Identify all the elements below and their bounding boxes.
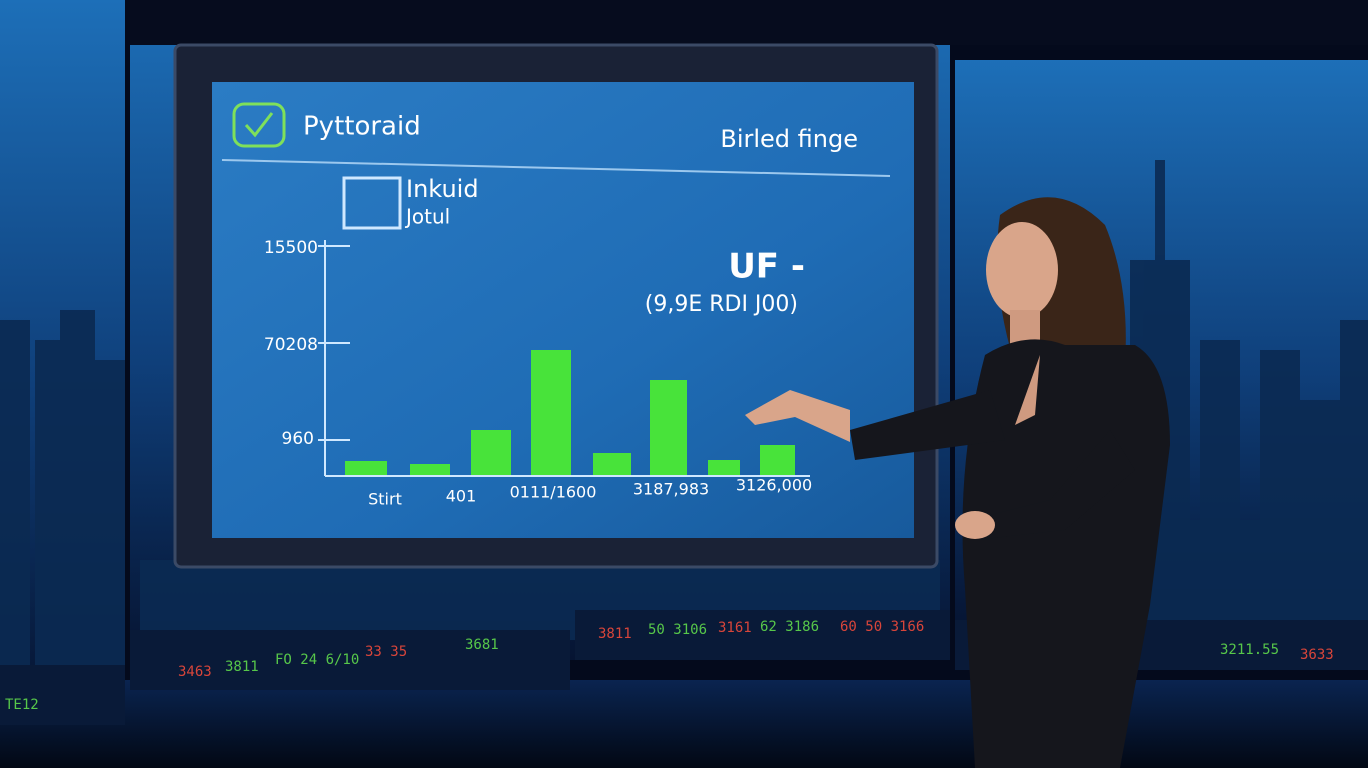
check-icon	[232, 102, 286, 148]
ticker-text: 3633	[1300, 647, 1334, 663]
ticker-text: 3681	[465, 637, 499, 653]
x-label: 3187,983	[633, 480, 709, 499]
note: (9,9E RDI J00)	[645, 292, 798, 317]
floor	[0, 680, 1368, 768]
ticker-text: 50 3106	[648, 622, 707, 638]
ticker-text: 3161	[718, 620, 752, 636]
ticker-text: 3811	[598, 626, 632, 642]
ceiling	[130, 0, 1368, 45]
check-mark	[244, 112, 274, 138]
ticker-text: 62 3186	[760, 619, 819, 635]
ticker-band	[130, 630, 570, 690]
headline: UF -	[728, 247, 805, 287]
panel-line: Jotul	[404, 205, 450, 229]
ticker-text: 3211.55	[1220, 642, 1279, 658]
ticker-band	[575, 610, 950, 660]
axis-label: 70208	[264, 335, 318, 355]
axes	[318, 240, 810, 477]
x-label: 401	[446, 487, 477, 506]
ticker-text: 3463	[178, 664, 212, 680]
bars	[345, 350, 795, 475]
ticker-text: 3811	[225, 659, 259, 675]
presenter	[745, 197, 1170, 768]
divider	[221, 159, 891, 177]
x-label: 3126,000	[736, 476, 812, 495]
panel-icon	[342, 176, 402, 230]
x-label: Stirt	[368, 490, 402, 509]
axis-label: 960	[282, 429, 314, 449]
ticker-text: 60 50 3166	[840, 619, 924, 635]
axis-label: 15500	[264, 238, 318, 258]
ticker-text: FO 24 6/10	[275, 652, 359, 668]
screen-subtitle: Birled finge	[720, 125, 858, 153]
screen-title: Pyttoraid	[303, 112, 421, 142]
panel-line: Inkuid	[406, 175, 479, 203]
ticker-band	[0, 665, 125, 725]
ticker-text: TE12	[5, 697, 39, 713]
x-label: 0111/1600	[510, 483, 597, 502]
ticker-text: 33 35	[365, 644, 407, 660]
